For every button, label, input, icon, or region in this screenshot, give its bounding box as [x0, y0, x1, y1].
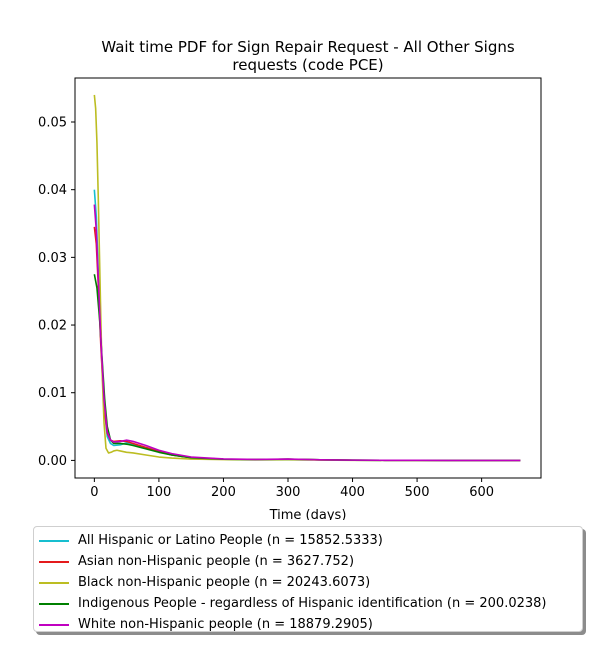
x-tick-label: 100 [146, 485, 171, 500]
legend-label-hispanic: All Hispanic or Latino People (n = 15852… [78, 533, 383, 548]
x-tick-label: 500 [405, 485, 430, 500]
series-line-3 [93, 274, 521, 462]
legend-item-asian: Asian non-Hispanic people (n = 3627.752) [34, 551, 582, 572]
legend-item-white: White non-Hispanic people (n = 18879.290… [34, 614, 582, 635]
legend-item-black: Black non-Hispanic people (n = 20243.607… [34, 572, 582, 593]
y-tick-label: 0.05 [38, 115, 67, 130]
y-tick-label: 0.04 [38, 183, 67, 198]
series-line-2 [93, 94, 521, 462]
y-tick-label: 0.00 [38, 454, 67, 469]
x-tick-label: 400 [340, 485, 365, 500]
legend-swatch-indigenous [39, 602, 69, 605]
legend-swatch-white [39, 623, 69, 626]
y-tick-label: 0.03 [38, 251, 67, 266]
legend-item-hispanic: All Hispanic or Latino People (n = 15852… [34, 530, 582, 551]
series-line-4 [93, 204, 521, 462]
legend-swatch-asian [39, 560, 69, 563]
x-tick-label: 300 [276, 485, 301, 500]
legend-label-asian: Asian non-Hispanic people (n = 3627.752) [78, 554, 355, 569]
series-line-1 [93, 226, 521, 462]
plot-area [74, 77, 542, 479]
series-layer [93, 94, 521, 462]
series-line-0 [93, 189, 521, 462]
x-tick-label: 0 [90, 485, 98, 500]
legend-item-indigenous: Indigenous People - regardless of Hispan… [34, 593, 582, 614]
y-tick-label: 0.02 [38, 319, 67, 334]
legend-label-black: Black non-Hispanic people (n = 20243.607… [78, 575, 371, 590]
x-axis-label: Time (days) [269, 508, 347, 520]
legend-swatch-black [39, 581, 69, 584]
chart-title-line2: requests (code PCE) [232, 56, 383, 74]
legend-label-white: White non-Hispanic people (n = 18879.290… [78, 617, 373, 632]
chart-legend: All Hispanic or Latino People (n = 15852… [33, 526, 583, 632]
x-tick-label: 600 [469, 485, 494, 500]
legend-swatch-hispanic [39, 539, 69, 542]
legend-label-indigenous: Indigenous People - regardless of Hispan… [78, 596, 547, 611]
x-axis-ticks: 0 100 200 300 400 500 600 [90, 478, 494, 500]
chart-title-line1: Wait time PDF for Sign Repair Request - … [101, 38, 515, 56]
y-axis-ticks: 0.00 0.01 0.02 0.03 0.04 0.05 [38, 115, 75, 469]
x-tick-label: 200 [211, 485, 236, 500]
y-tick-label: 0.01 [38, 386, 67, 401]
wait-time-chart: Wait time PDF for Sign Repair Request - … [38, 38, 542, 520]
